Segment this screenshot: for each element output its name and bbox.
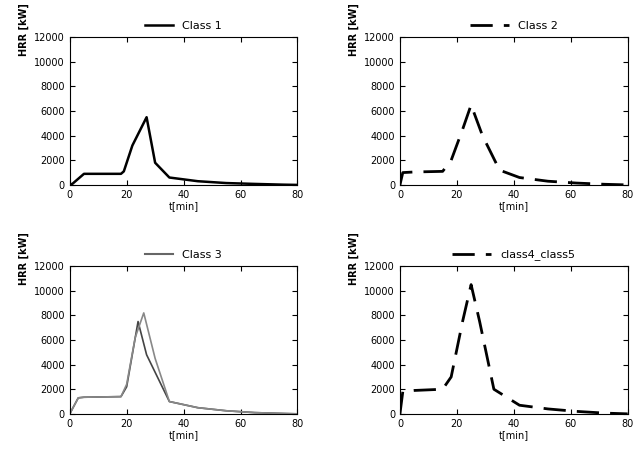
class4_class5 bbox=[399, 389, 406, 394]
Class 2 bbox=[624, 182, 631, 188]
class4_class5 bbox=[439, 386, 446, 392]
class4_class5 bbox=[476, 319, 484, 324]
Class 3 bbox=[74, 395, 82, 401]
Class 1 bbox=[66, 182, 74, 188]
Class 3 bbox=[123, 381, 131, 387]
Line: class4_class5: class4_class5 bbox=[400, 285, 628, 414]
Class 1 bbox=[280, 182, 287, 187]
X-axis label: t[min]: t[min] bbox=[499, 201, 529, 211]
Y-axis label: HRR [kW]: HRR [kW] bbox=[349, 3, 359, 56]
Legend: class4_class5: class4_class5 bbox=[448, 245, 579, 265]
Legend: Class 2: Class 2 bbox=[465, 16, 562, 35]
Class 2 bbox=[601, 181, 609, 187]
Class 3 bbox=[140, 310, 148, 316]
Class 1 bbox=[129, 143, 136, 148]
Class 1 bbox=[223, 180, 230, 186]
Class 3 bbox=[66, 411, 74, 417]
Class 1 bbox=[194, 179, 202, 184]
Class 3 bbox=[223, 408, 230, 413]
class4_class5 bbox=[624, 411, 631, 417]
Class 3 bbox=[152, 356, 159, 361]
Class 1 bbox=[117, 171, 125, 177]
Class 3 bbox=[280, 411, 287, 416]
class4_class5 bbox=[601, 410, 609, 416]
Class 2 bbox=[396, 182, 404, 188]
Class 2 bbox=[496, 167, 503, 173]
Class 1 bbox=[251, 181, 259, 187]
Class 1 bbox=[165, 175, 173, 180]
Line: Class 2: Class 2 bbox=[400, 105, 628, 185]
Legend: Class 1: Class 1 bbox=[141, 16, 226, 35]
Class 1 bbox=[80, 171, 87, 177]
X-axis label: t[min]: t[min] bbox=[169, 430, 198, 440]
Class 1 bbox=[294, 182, 301, 188]
Class 3 bbox=[251, 410, 259, 415]
Y-axis label: HRR [kW]: HRR [kW] bbox=[18, 232, 29, 285]
class4_class5 bbox=[573, 409, 580, 414]
class4_class5 bbox=[448, 374, 455, 380]
Class 2 bbox=[573, 180, 580, 186]
class4_class5 bbox=[459, 319, 467, 324]
Line: Class 1: Class 1 bbox=[70, 117, 297, 185]
Class 1 bbox=[143, 114, 150, 120]
Class 3 bbox=[80, 394, 87, 400]
Class 2 bbox=[515, 175, 523, 180]
Class 2 bbox=[448, 158, 455, 163]
Class 3 bbox=[117, 394, 125, 399]
Class 3 bbox=[294, 411, 301, 417]
Class 2 bbox=[467, 102, 475, 108]
X-axis label: t[min]: t[min] bbox=[499, 430, 529, 440]
X-axis label: t[min]: t[min] bbox=[169, 201, 198, 211]
class4_class5 bbox=[410, 388, 418, 393]
class4_class5 bbox=[490, 386, 498, 392]
Class 2 bbox=[439, 169, 446, 174]
Class 2 bbox=[410, 169, 418, 175]
class4_class5 bbox=[396, 411, 404, 417]
Class 3 bbox=[194, 405, 202, 411]
Class 3 bbox=[131, 335, 139, 340]
Class 1 bbox=[152, 160, 159, 166]
class4_class5 bbox=[467, 282, 475, 287]
Class 2 bbox=[544, 179, 552, 184]
Class 1 bbox=[68, 181, 76, 186]
class4_class5 bbox=[515, 402, 523, 408]
Line: Class 3: Class 3 bbox=[70, 313, 297, 414]
Class 2 bbox=[399, 170, 406, 175]
Class 3 bbox=[165, 399, 173, 405]
class4_class5 bbox=[544, 406, 552, 412]
Class 2 bbox=[459, 127, 467, 133]
Class 1 bbox=[120, 169, 127, 174]
Y-axis label: HRR [kW]: HRR [kW] bbox=[349, 232, 359, 285]
Class 2 bbox=[479, 133, 486, 139]
Legend: Class 3: Class 3 bbox=[141, 245, 226, 264]
Y-axis label: HRR [kW]: HRR [kW] bbox=[18, 3, 29, 56]
